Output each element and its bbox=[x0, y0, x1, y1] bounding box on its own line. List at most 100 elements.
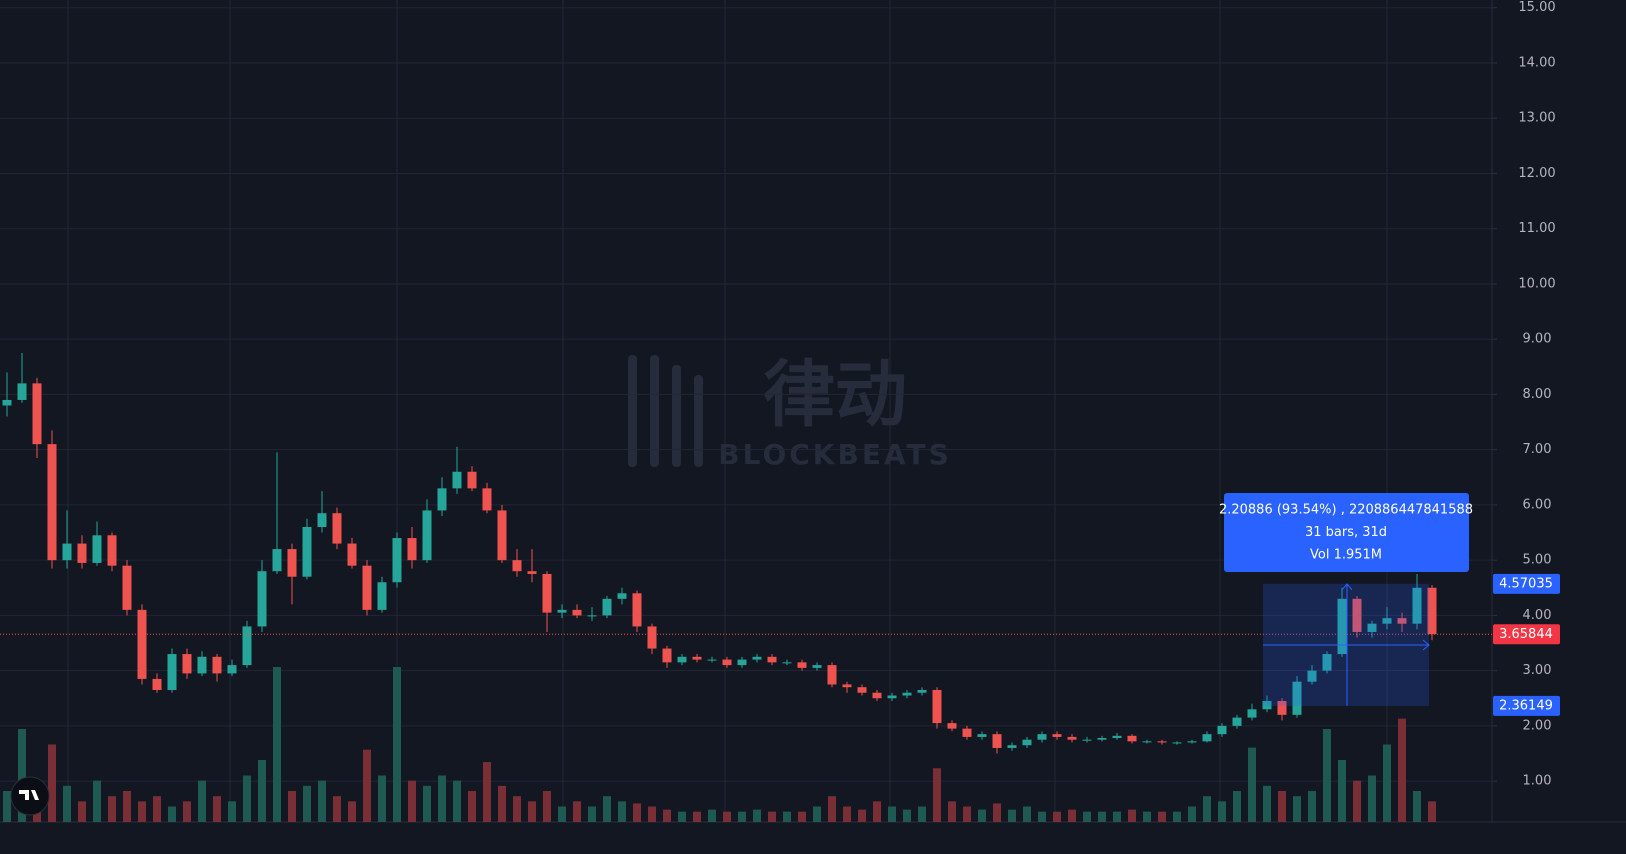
candle-body bbox=[1157, 741, 1167, 743]
volume-bar bbox=[333, 796, 341, 822]
volume-bar bbox=[123, 791, 131, 822]
volume-bar bbox=[198, 780, 206, 822]
candle-body bbox=[917, 689, 927, 693]
volume-bar bbox=[1083, 811, 1091, 822]
volume-bar bbox=[213, 796, 221, 822]
candle-body bbox=[317, 513, 327, 528]
volume-bar bbox=[1413, 791, 1421, 822]
volume-bar bbox=[1038, 811, 1046, 822]
candle-body bbox=[1037, 734, 1047, 740]
volume-bar bbox=[1113, 811, 1121, 822]
candle-body bbox=[1052, 734, 1062, 737]
volume-bar bbox=[783, 811, 791, 822]
volume-bar bbox=[528, 801, 536, 822]
logo-mark bbox=[19, 790, 39, 800]
volume-bar bbox=[1293, 796, 1301, 822]
volume-bar bbox=[738, 811, 746, 822]
candle-body bbox=[992, 734, 1002, 748]
candle-body bbox=[1352, 598, 1362, 632]
candle-body bbox=[1337, 598, 1347, 655]
volume-bar bbox=[78, 801, 86, 822]
volume-bar bbox=[1248, 747, 1256, 822]
candle-body bbox=[302, 527, 312, 577]
volume-bar bbox=[648, 806, 656, 822]
candle-body bbox=[197, 656, 207, 674]
volume-bar bbox=[1368, 775, 1376, 822]
volume-bar bbox=[858, 809, 866, 822]
candle-body bbox=[1217, 725, 1227, 735]
volume-bar bbox=[1308, 791, 1316, 822]
volume-bar bbox=[918, 806, 926, 822]
watermark-logo bbox=[694, 375, 703, 467]
candle-body bbox=[407, 538, 417, 561]
candle-body bbox=[287, 549, 297, 577]
y-tick-label: 10.00 bbox=[1518, 276, 1555, 291]
candle-body bbox=[182, 654, 192, 674]
candle-body bbox=[212, 656, 222, 674]
volume-bar bbox=[3, 791, 11, 822]
candle-body bbox=[1187, 741, 1197, 743]
volume-bar bbox=[468, 791, 476, 822]
candle-body bbox=[17, 383, 27, 400]
candle-body bbox=[1142, 741, 1152, 743]
volume-bar bbox=[573, 801, 581, 822]
candle-body bbox=[722, 659, 732, 666]
candle-body bbox=[137, 609, 147, 679]
volume-bar bbox=[453, 780, 461, 822]
volume-bar bbox=[48, 744, 56, 822]
price-label-box bbox=[1493, 573, 1560, 594]
watermark-logo bbox=[672, 365, 681, 467]
volume-bar bbox=[618, 801, 626, 822]
candle-body bbox=[107, 535, 117, 566]
candle-body bbox=[602, 598, 612, 616]
candle-body bbox=[62, 543, 72, 561]
volume-bar bbox=[813, 806, 821, 822]
candle-body bbox=[857, 687, 867, 693]
volume-bar bbox=[513, 796, 521, 822]
volume-bar bbox=[1023, 806, 1031, 822]
volume-bar bbox=[993, 803, 1001, 822]
volume-bar bbox=[603, 796, 611, 822]
y-tick-label: 15.00 bbox=[1518, 0, 1555, 15]
candle-body bbox=[1382, 618, 1392, 624]
candle-body bbox=[557, 609, 567, 613]
candle-body bbox=[632, 593, 642, 627]
volume-bar bbox=[93, 780, 101, 822]
candle-body bbox=[92, 535, 102, 563]
volume-bar bbox=[318, 780, 326, 822]
candle-body bbox=[77, 543, 87, 563]
volume-bar bbox=[288, 791, 296, 822]
tv-logo bbox=[10, 776, 50, 816]
volume-bar bbox=[243, 775, 251, 822]
candle-body bbox=[1322, 654, 1332, 671]
y-tick-label: 6.00 bbox=[1523, 497, 1552, 512]
candle-body bbox=[452, 471, 462, 489]
volume-bar bbox=[408, 780, 416, 822]
volume-bar bbox=[1128, 809, 1136, 822]
volume-bar bbox=[693, 811, 701, 822]
candle-body bbox=[707, 659, 717, 661]
candle-body bbox=[1202, 734, 1212, 742]
candle-body bbox=[812, 665, 822, 668]
candle-body bbox=[872, 692, 882, 699]
volume-bar bbox=[183, 801, 191, 822]
price-label-box bbox=[1493, 695, 1560, 716]
volume-bar bbox=[768, 811, 776, 822]
candle-body bbox=[1367, 623, 1377, 632]
volume-bar bbox=[1188, 806, 1196, 822]
volume-bar bbox=[1233, 791, 1241, 822]
volume-bar bbox=[363, 749, 371, 822]
volume-bar bbox=[678, 811, 686, 822]
candle-body bbox=[647, 626, 657, 649]
y-tick-label: 8.00 bbox=[1523, 387, 1552, 402]
y-tick-label: 9.00 bbox=[1523, 332, 1552, 347]
candle-body bbox=[1172, 742, 1182, 744]
volume-bar bbox=[303, 785, 311, 822]
candle-body bbox=[332, 513, 342, 544]
volume-bar bbox=[1008, 809, 1016, 822]
volume-bar bbox=[1173, 811, 1181, 822]
volume-bar bbox=[933, 768, 941, 822]
candle-body bbox=[902, 692, 912, 696]
measure-tooltip-text: Vol 1.951M bbox=[1310, 548, 1382, 563]
volume-bar bbox=[273, 667, 281, 822]
